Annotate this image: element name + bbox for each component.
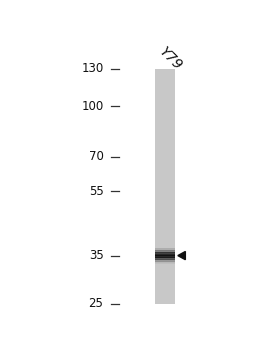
Bar (155, 261, 175, 262)
Polygon shape (178, 252, 185, 260)
Bar (155, 257, 175, 258)
Bar (155, 256, 175, 257)
Bar (155, 255, 175, 256)
Bar (155, 262, 175, 263)
Bar (155, 263, 175, 264)
Bar (155, 260, 175, 261)
Bar (155, 251, 175, 252)
Text: 100: 100 (81, 99, 103, 113)
Bar (155, 253, 175, 254)
Bar (155, 250, 175, 251)
Text: 35: 35 (89, 249, 103, 262)
Bar (155, 258, 175, 259)
Bar (155, 248, 175, 249)
Bar (155, 249, 175, 250)
Bar (155, 254, 175, 255)
Bar (155, 248, 175, 249)
Text: 70: 70 (89, 150, 103, 163)
Bar (155, 256, 175, 257)
Bar (155, 259, 175, 260)
Bar (155, 69, 175, 303)
Bar (155, 262, 175, 263)
Bar (155, 253, 175, 254)
Text: 25: 25 (89, 297, 103, 310)
Bar (155, 252, 175, 253)
Bar (155, 257, 175, 258)
Bar (155, 252, 175, 253)
Text: 55: 55 (89, 185, 103, 198)
Bar (155, 261, 175, 262)
Text: 130: 130 (81, 62, 103, 75)
Text: Y79: Y79 (156, 44, 184, 72)
